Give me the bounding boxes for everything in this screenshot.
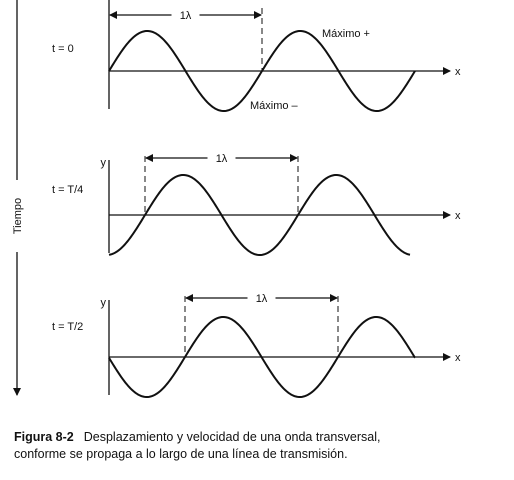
caption-text: Desplazamiento y velocidad de una onda t… <box>84 430 381 444</box>
figure-number: Figura 8-2 <box>14 430 74 444</box>
wavelength-label: 1λ <box>256 293 268 305</box>
y-label: y <box>101 157 107 169</box>
caption-line: Figura 8-2 Desplazamiento y velocidad de … <box>14 430 380 444</box>
x-label: x <box>455 66 461 78</box>
wave <box>108 315 416 399</box>
wave <box>108 173 411 257</box>
max-minus-label: Máximo – <box>250 100 299 112</box>
time-axis-label: Tiempo <box>12 198 24 234</box>
time-label: t = 0 <box>52 43 74 55</box>
x-label: x <box>455 210 461 222</box>
y-label: y <box>101 297 107 309</box>
max-plus-label: Máximo + <box>322 28 370 40</box>
wavelength-label: 1λ <box>180 10 192 22</box>
caption-line: conforme se propaga a lo largo de una lí… <box>14 447 348 461</box>
time-label: t = T/2 <box>52 321 83 333</box>
panels: x t = 0 1λ Máximo + Máximo – x y t = T/4 1λ x y t =… <box>52 0 461 399</box>
wavelength-label: 1λ <box>216 153 228 165</box>
time-label: t = T/4 <box>52 184 83 196</box>
x-label: x <box>455 352 461 364</box>
